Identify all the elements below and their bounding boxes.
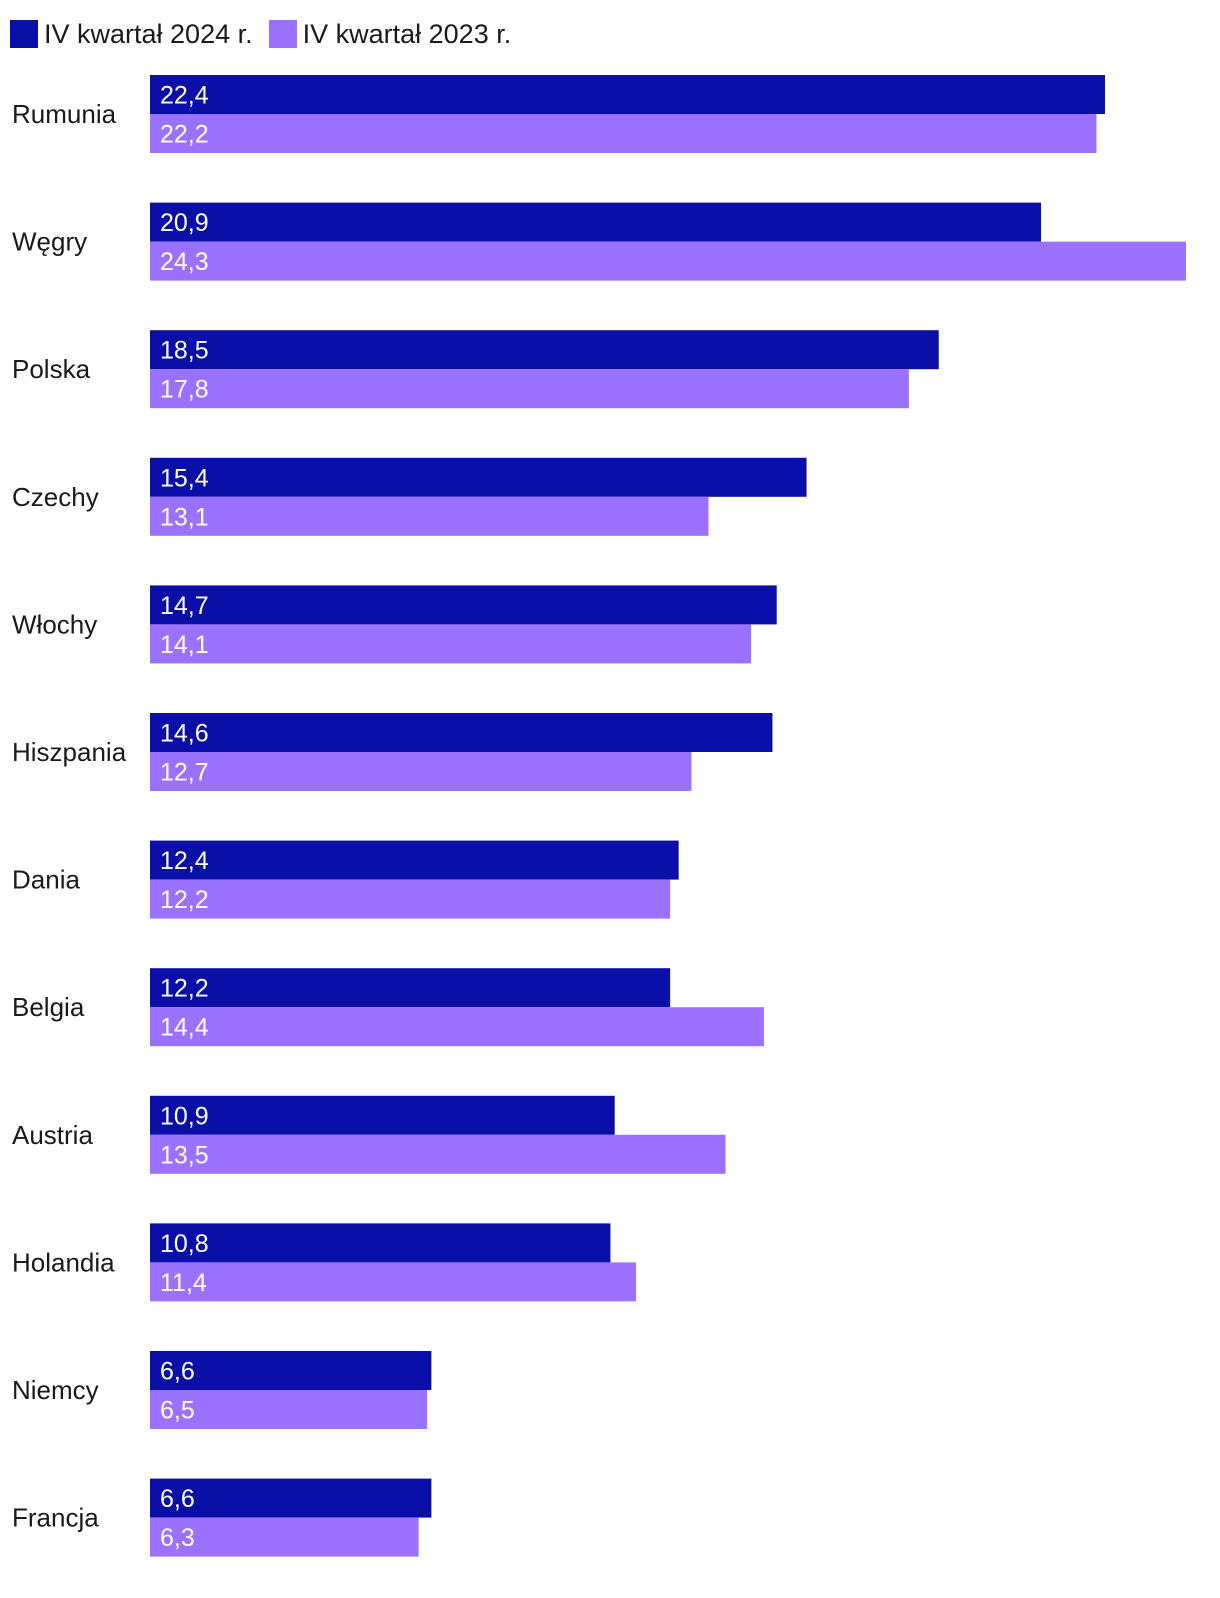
value-label-2024-3: 15,4 [160,464,209,492]
bar-2024-0 [150,75,1105,114]
legend-swatch-2024 [10,20,38,48]
bar-2024-9 [150,1223,611,1263]
value-label-2023-4: 14,1 [160,631,209,659]
value-label-2024-8: 10,9 [160,1102,209,1130]
category-label-7: Belgia [12,992,85,1022]
category-label-10: Niemcy [12,1375,99,1405]
bar-2023-3 [150,496,709,536]
category-label-0: Rumunia [12,99,117,129]
bar-2024-11 [150,1478,432,1518]
category-label-6: Dania [12,865,80,895]
bar-2024-2 [150,330,939,370]
category-label-3: Czechy [12,482,99,512]
value-label-2024-10: 6,6 [160,1358,195,1386]
bar-2024-4 [150,585,777,625]
value-label-2024-6: 12,4 [160,847,209,875]
value-label-2024-4: 14,7 [160,592,209,620]
value-label-2023-10: 6,5 [160,1397,195,1425]
bar-2023-9 [150,1262,637,1302]
bar-2024-1 [150,202,1042,242]
category-label-8: Austria [12,1120,93,1150]
value-label-2023-7: 14,4 [160,1014,209,1042]
bar-2023-5 [150,752,692,791]
bar-2024-3 [150,457,807,497]
value-label-2023-1: 24,3 [160,248,209,276]
value-label-2023-11: 6,3 [160,1524,195,1552]
category-label-9: Holandia [12,1247,115,1277]
bar-2023-2 [150,369,909,409]
bar-2024-6 [150,840,679,880]
value-label-2023-8: 13,5 [160,1141,209,1169]
value-label-2024-0: 22,4 [160,82,209,110]
value-label-2024-2: 18,5 [160,337,209,365]
legend-label-2024: IV kwartał 2024 r. [44,18,253,49]
category-label-5: Hiszpania [12,737,127,767]
bar-2023-10 [150,1390,428,1429]
legend-item-2024: IV kwartał 2024 r. [10,19,253,50]
value-label-2024-7: 12,2 [160,975,209,1003]
category-label-2: Polska [12,354,91,384]
bar-2024-7 [150,968,671,1008]
bar-2023-4 [150,624,752,664]
bar-2023-6 [150,879,671,919]
bar-2023-7 [150,1007,764,1047]
value-label-2023-2: 17,8 [160,376,209,404]
value-label-2023-9: 11,4 [160,1269,207,1297]
legend-item-2023: IV kwartał 2023 r. [268,18,512,50]
bar-2023-11 [150,1517,419,1557]
category-label-4: Włochy [12,609,97,639]
bar-2024-5 [150,713,773,752]
value-label-2024-1: 20,9 [160,209,209,237]
bar-2023-1 [150,241,1186,281]
value-label-2024-5: 14,6 [160,720,209,748]
legend-swatch-2023 [268,20,297,48]
value-label-2023-5: 12,7 [160,759,209,787]
bar-2024-8 [150,1095,615,1135]
category-label-1: Węgry [12,227,87,257]
bar-2024-10 [150,1351,432,1390]
category-label-11: Francja [12,1503,99,1533]
bar-2023-0 [150,114,1097,153]
legend-label-2023: IV kwartał 2023 r. [302,18,512,49]
value-label-2024-9: 10,8 [160,1230,209,1258]
value-label-2023-0: 22,2 [160,121,209,149]
bar-2023-8 [150,1134,726,1174]
value-label-2023-3: 13,1 [160,503,209,531]
value-label-2023-6: 12,2 [160,886,209,914]
value-label-2024-11: 6,6 [160,1485,195,1513]
legend: IV kwartał 2024 r. IV kwartał 2023 r. [10,14,527,54]
